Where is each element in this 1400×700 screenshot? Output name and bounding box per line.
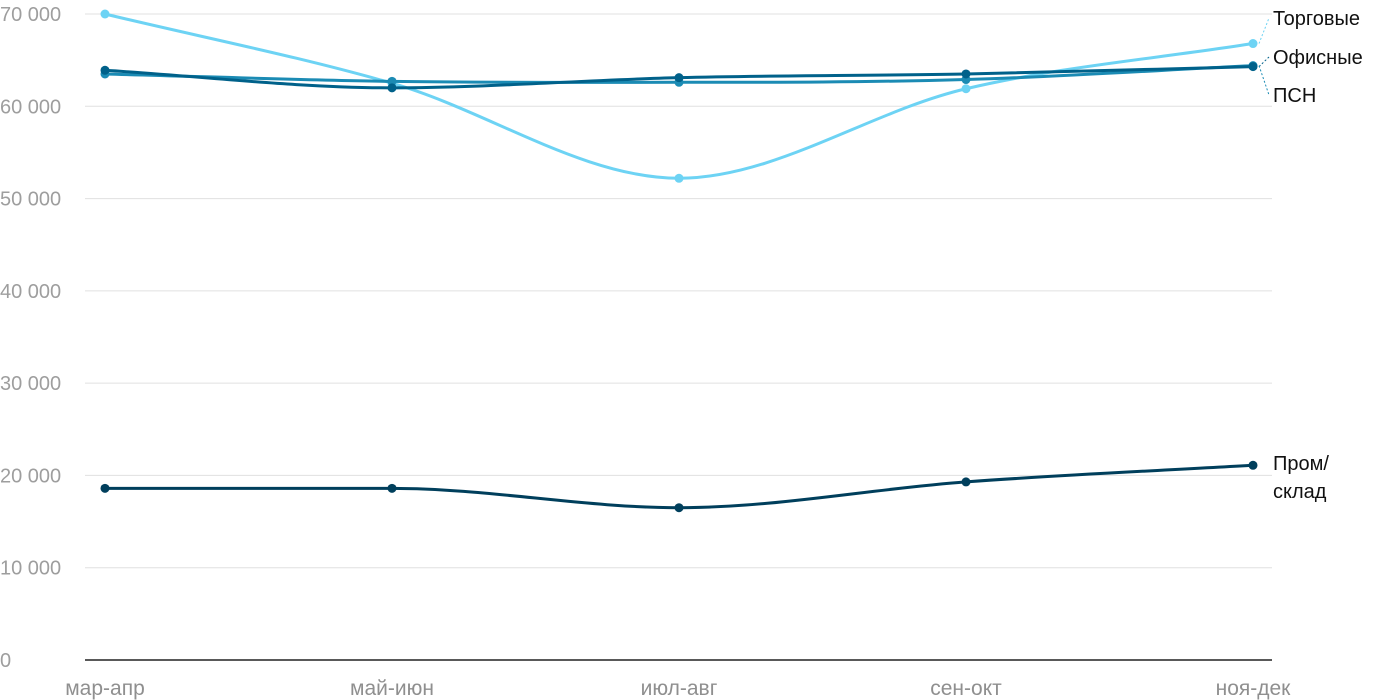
data-point xyxy=(1248,39,1258,49)
series-label-text: Пром/склад xyxy=(1273,453,1329,503)
series-label-text: Офисные xyxy=(1273,47,1363,69)
x-tick-label: мар-апр xyxy=(65,677,145,700)
data-point xyxy=(961,69,971,79)
label-leader-line xyxy=(1258,17,1270,44)
series-office xyxy=(100,62,1258,93)
y-tick-label: 70 000 xyxy=(0,4,61,26)
data-point xyxy=(674,73,684,83)
series-label-trade: Торговые xyxy=(1258,8,1360,44)
series-labels: Торговые Офисные ПСН Пром/склад xyxy=(1258,8,1363,503)
x-tick-label: ноя-дек xyxy=(1216,677,1292,700)
series-label-line: Пром/ xyxy=(1273,453,1329,475)
series-label-line: склад xyxy=(1273,481,1327,503)
gridlines xyxy=(85,13,1272,569)
label-leader-line xyxy=(1258,56,1270,67)
data-point xyxy=(387,483,397,493)
x-tick-label: май-июн xyxy=(350,677,434,700)
y-tick-label: 10 000 xyxy=(0,558,61,580)
series-label-text: ПСН xyxy=(1273,85,1316,107)
data-point xyxy=(1248,62,1258,72)
x-tick-label: июл-авг xyxy=(641,677,718,700)
y-tick-label: 60 000 xyxy=(0,96,61,118)
data-point xyxy=(674,503,684,513)
series-label-office: Офисные xyxy=(1258,47,1363,69)
x-axis: мар-апр май-июн июл-авг сен-окт ноя-дек xyxy=(65,659,1292,700)
series-trade xyxy=(100,9,1258,183)
data-point xyxy=(100,65,110,75)
y-tick-label: 0 xyxy=(0,650,11,672)
data-point xyxy=(387,83,397,93)
label-leader-line xyxy=(1258,65,1270,96)
data-point xyxy=(100,9,110,19)
y-tick-label: 50 000 xyxy=(0,189,61,211)
data-point xyxy=(387,76,397,86)
series-label-industrial: Пром/склад xyxy=(1273,453,1329,503)
series-industrial xyxy=(100,460,1258,513)
series-line-trade xyxy=(103,12,1255,180)
data-point xyxy=(961,477,971,487)
data-point xyxy=(961,84,971,94)
series-line-industrial xyxy=(103,463,1255,510)
series-label-text: Торговые xyxy=(1273,8,1360,30)
data-point xyxy=(1248,460,1258,470)
data-point xyxy=(674,173,684,183)
y-tick-label: 40 000 xyxy=(0,281,61,303)
data-point xyxy=(100,483,110,493)
series-label-psn: ПСН xyxy=(1258,65,1316,107)
y-axis: 0 10 000 20 000 30 000 40 000 50 000 60 000 70 … xyxy=(0,4,61,672)
series xyxy=(100,9,1258,513)
y-tick-label: 30 000 xyxy=(0,373,61,395)
x-tick-label: сен-окт xyxy=(930,677,1002,700)
y-tick-label: 20 000 xyxy=(0,465,61,487)
